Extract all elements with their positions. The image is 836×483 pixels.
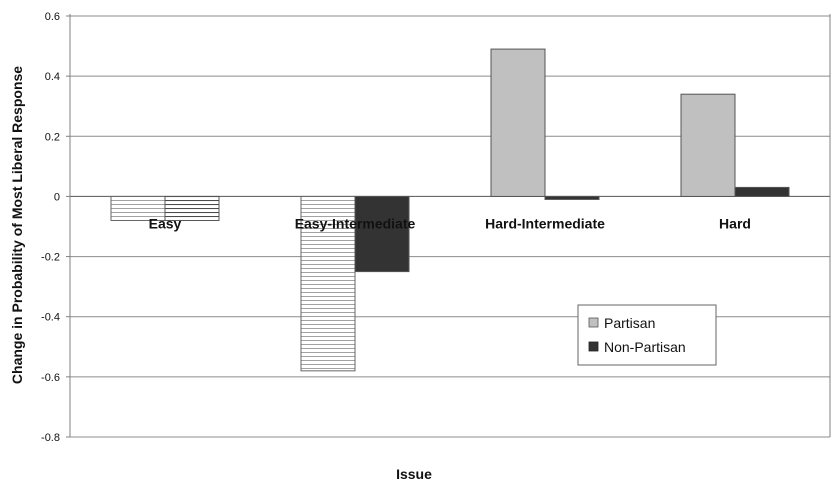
legend: Partisan Non-Partisan (577, 304, 717, 366)
category-label: Easy-Intermediate (295, 215, 416, 231)
bar-hard-partisan (680, 93, 736, 197)
bar-hard-non-partisan (734, 186, 790, 197)
y-tick-label: -0.2 (41, 252, 60, 264)
x-axis-title: Issue (396, 466, 432, 482)
bars (110, 48, 790, 372)
legend-label-partisan: Partisan (604, 315, 655, 331)
category-label: Hard (719, 215, 751, 231)
bar-easy-intermediate-non-partisan (354, 195, 410, 273)
y-tick-label: 0 (54, 191, 60, 203)
category-label: Hard-Intermediate (485, 215, 605, 231)
y-axis-title: Change in Probability of Most Liberal Re… (9, 66, 25, 384)
y-tick-label: -0.8 (41, 432, 60, 444)
category-label: Easy (149, 215, 182, 231)
bar-hard-intermediate-non-partisan (544, 195, 600, 200)
legend-swatch-partisan (588, 317, 599, 328)
bar-hard-intermediate-partisan (490, 48, 546, 197)
bar-easy-partisan (110, 195, 166, 221)
legend-label-non-partisan: Non-Partisan (604, 339, 686, 355)
legend-swatch-non-partisan (588, 341, 599, 352)
legend-box (577, 304, 717, 366)
y-axis-ticks: 0.6 0.4 0.2 0 -0.2 -0.4 -0.6 -0.8 (41, 11, 70, 444)
y-tick-label: -0.4 (41, 312, 60, 324)
y-tick-label: 0.2 (45, 131, 60, 143)
y-tick-label: 0.4 (45, 71, 60, 83)
category-labels: Easy Easy-Intermediate Hard-Intermediate Ha… (149, 215, 751, 231)
bar-easy-intermediate-partisan (300, 195, 356, 372)
gridlines (70, 15, 830, 438)
y-tick-label: -0.6 (41, 372, 60, 384)
bar-easy-non-partisan (164, 195, 220, 221)
y-tick-label: 0.6 (45, 11, 60, 23)
